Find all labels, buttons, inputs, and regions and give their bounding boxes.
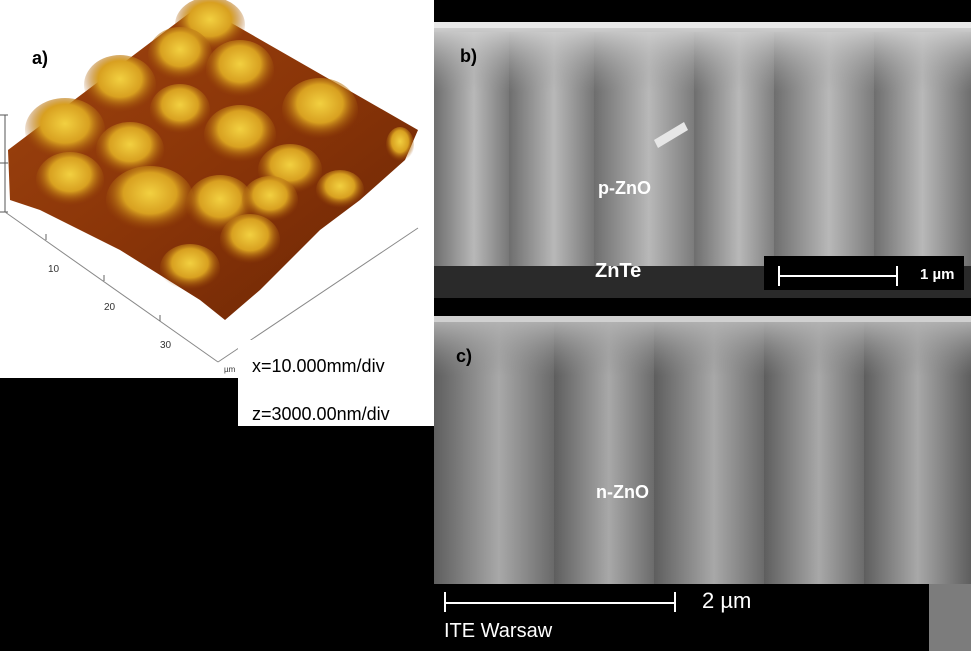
z-scale-text: z=3000.00nm/div: [252, 404, 390, 424]
axis-unit: µm: [224, 365, 236, 374]
sem-image-b: [434, 22, 971, 298]
panel-label-c: c): [456, 346, 473, 366]
scale-bar-b: 1 µm: [764, 256, 964, 290]
scale-info-box: x=10.000mm/div z=3000.00nm/div: [238, 340, 434, 426]
panel-label-b: b): [460, 46, 477, 66]
scale-bar-tick: [674, 592, 676, 612]
sem-panel-c: c) n-ZnO 2 µm ITE Warsaw: [434, 316, 971, 651]
layer-label-n-zno: n-ZnO: [596, 482, 649, 502]
afm-panel: 10 20 30 µm a): [0, 0, 434, 378]
scale-bar-line: [444, 602, 674, 604]
layer-label-znte: ZnTe: [595, 260, 642, 282]
afm-peaks: [25, 0, 414, 292]
scale-bar-label: 2 µm: [702, 588, 752, 613]
axis-tick-20: 20: [104, 302, 116, 313]
afm-surface-image: 10 20 30 µm: [0, 0, 419, 374]
axis-tick-10: 10: [48, 264, 60, 275]
layer-label-p-zno: p-ZnO: [598, 178, 651, 198]
sem-panel-b: b) p-ZnO ZnTe 1 µm: [434, 22, 971, 298]
scale-bar-label: 1 µm: [920, 266, 955, 283]
institution-label: ITE Warsaw: [444, 620, 553, 642]
panel-label-a: a): [32, 48, 49, 68]
scale-bar-line: [778, 275, 896, 277]
sem-info-strip: 2 µm ITE Warsaw: [434, 584, 929, 651]
scale-bar-tick: [896, 266, 898, 286]
axis-tick-30: 30: [160, 340, 172, 351]
x-scale-text: x=10.000mm/div: [252, 356, 385, 376]
